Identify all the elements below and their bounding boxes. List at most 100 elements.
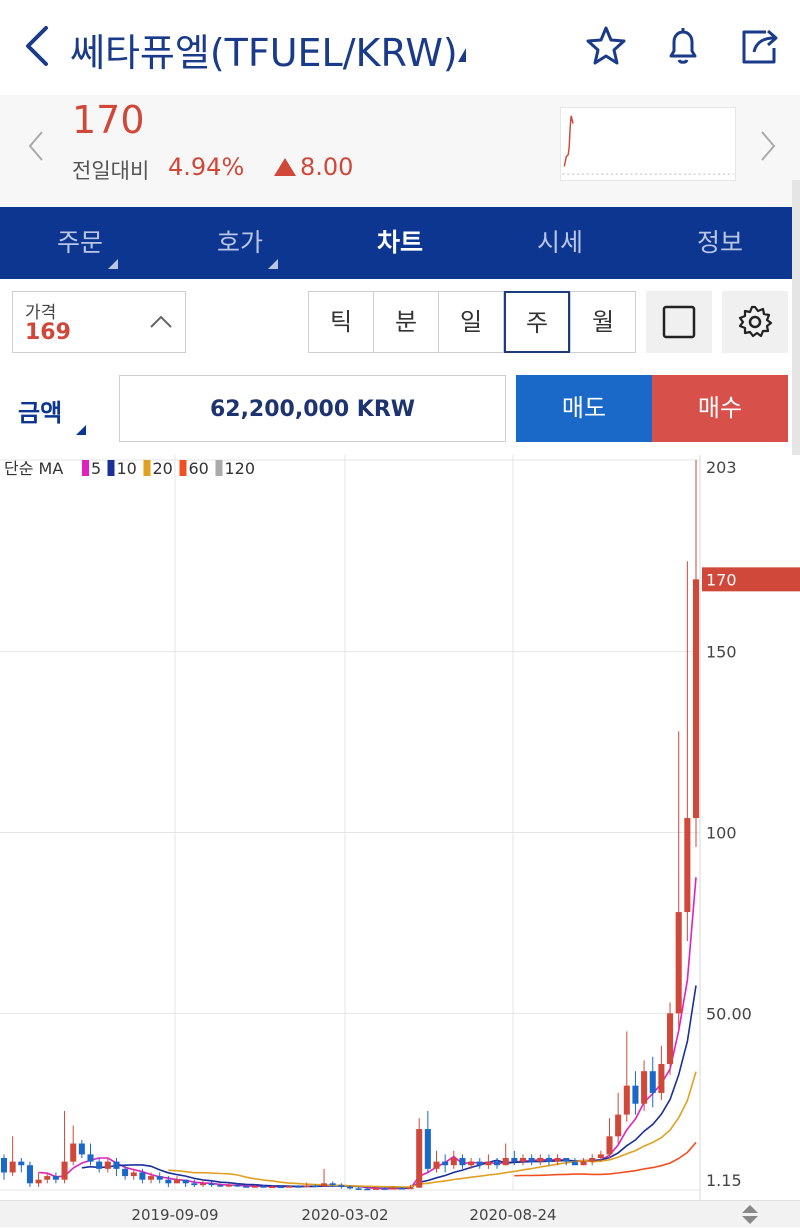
candle-body	[355, 1188, 362, 1190]
candle-body	[364, 1188, 371, 1191]
candle-body	[407, 1187, 414, 1190]
ma-legend-swatch	[107, 460, 115, 476]
candle-body	[442, 1161, 449, 1166]
period-month-button[interactable]: 월	[570, 291, 636, 353]
x-tick-label: 2020-08-24	[469, 1206, 556, 1224]
candle-body	[424, 1129, 431, 1169]
ma-legend-swatch	[215, 460, 223, 476]
back-arrow-icon[interactable]	[22, 24, 52, 68]
price-type-selector[interactable]: 가격 169	[12, 291, 186, 353]
candle-body	[372, 1188, 379, 1190]
candle-body	[623, 1085, 630, 1115]
fullscreen-button[interactable]	[646, 291, 712, 353]
x-tick-label: 2019-09-09	[131, 1206, 218, 1224]
y-tick-label: 50.00	[706, 1004, 752, 1023]
period-minute-button[interactable]: 분	[373, 291, 439, 353]
candle-body	[511, 1157, 518, 1162]
candle-body	[468, 1161, 475, 1166]
candle-body	[295, 1186, 302, 1188]
candle-body	[485, 1161, 492, 1166]
candle-body	[615, 1114, 622, 1137]
page-title[interactable]: 쎄타퓨엘(TFUEL/KRW)	[70, 31, 458, 75]
change-value: 8.00	[300, 153, 354, 181]
candle-body	[18, 1161, 25, 1166]
candle-body	[597, 1154, 604, 1158]
candle-body	[35, 1179, 42, 1184]
next-coin-arrow-icon[interactable]	[758, 130, 778, 162]
candle-body	[312, 1185, 319, 1187]
candle-body	[26, 1165, 33, 1184]
candle-body	[649, 1071, 656, 1093]
candle-body	[692, 579, 700, 819]
ma-legend-label: 10	[117, 459, 137, 478]
share-icon[interactable]	[738, 24, 782, 68]
tab-info[interactable]: 정보	[696, 228, 743, 257]
x-tick-label: 2020-03-02	[301, 1206, 388, 1224]
buy-button[interactable]: 매수	[652, 375, 788, 442]
candle-body	[494, 1161, 501, 1166]
candle-body	[329, 1183, 336, 1186]
period-tick-button[interactable]: 틱	[308, 291, 374, 353]
candle-body	[537, 1157, 544, 1162]
panel-scroll-edge[interactable]	[792, 180, 800, 455]
candle-body	[234, 1185, 241, 1187]
candle-body	[675, 912, 682, 1014]
tab-order[interactable]: 주문	[0, 207, 160, 279]
bell-icon[interactable]	[661, 24, 705, 68]
y-tick-label: 203	[706, 458, 737, 477]
prev-coin-arrow-icon[interactable]	[26, 130, 46, 162]
tab-chart[interactable]: 차트	[376, 228, 423, 257]
tab-orderbook[interactable]: 호가	[160, 207, 320, 279]
square-icon	[662, 305, 696, 339]
candle-body	[450, 1157, 457, 1166]
candle-body	[0, 1157, 8, 1173]
settings-button[interactable]	[722, 291, 788, 353]
candle-body	[606, 1136, 613, 1155]
scroll-up-icon	[742, 1205, 758, 1213]
current-price-marker	[702, 567, 800, 592]
amount-dropdown-caret-icon[interactable]	[76, 425, 86, 435]
candle-body	[139, 1172, 146, 1180]
y-tick-label: 1.15	[706, 1171, 742, 1190]
x-axis: 2019-09-09 2020-03-02 2020-08-24	[131, 1205, 758, 1224]
candle-body	[641, 1071, 648, 1104]
candle-body	[459, 1157, 466, 1166]
period-day-button[interactable]: 일	[438, 291, 504, 353]
sell-button[interactable]: 매도	[516, 375, 652, 442]
ma-line-20	[168, 1071, 697, 1188]
candle-body	[519, 1157, 527, 1162]
tab-corner-icon	[268, 259, 278, 269]
price-type-value: 169	[25, 320, 71, 345]
candle-body	[70, 1143, 77, 1162]
candle-body	[667, 1013, 674, 1064]
candle-body	[632, 1085, 639, 1104]
candle-body	[191, 1183, 198, 1186]
candlestick-chart[interactable]: 단순 MA 5 10 20 60 120 203 150 100 50.00 1.15 170	[0, 455, 800, 1200]
candle-body	[346, 1186, 354, 1189]
ma-line-5	[38, 877, 697, 1190]
candle-body	[398, 1188, 405, 1190]
ma-legend-prefix: 단순 MA	[4, 459, 63, 478]
candle-body	[476, 1161, 483, 1166]
candle-body	[416, 1129, 423, 1188]
candle-body	[182, 1179, 189, 1184]
candle-body	[338, 1185, 345, 1187]
ma-legend-swatch	[179, 460, 187, 476]
candle-body	[122, 1168, 129, 1177]
gear-icon	[738, 305, 773, 338]
candle-body	[658, 1063, 665, 1093]
candle-body	[390, 1188, 397, 1190]
star-icon[interactable]	[584, 24, 628, 68]
candle-body	[545, 1157, 552, 1162]
candle-body	[52, 1176, 59, 1180]
title-dropdown-caret-icon[interactable]	[458, 48, 466, 62]
candle-body	[251, 1186, 258, 1188]
amount-field[interactable]: 62,200,000 KRW	[119, 375, 506, 442]
amount-type-label[interactable]: 금액	[18, 399, 63, 427]
candle-body	[303, 1185, 310, 1187]
tab-corner-icon	[108, 259, 118, 269]
candle-body	[554, 1157, 561, 1162]
tab-prices[interactable]: 시세	[536, 228, 583, 257]
period-week-button[interactable]: 주	[504, 291, 570, 353]
candle-body	[217, 1185, 224, 1187]
